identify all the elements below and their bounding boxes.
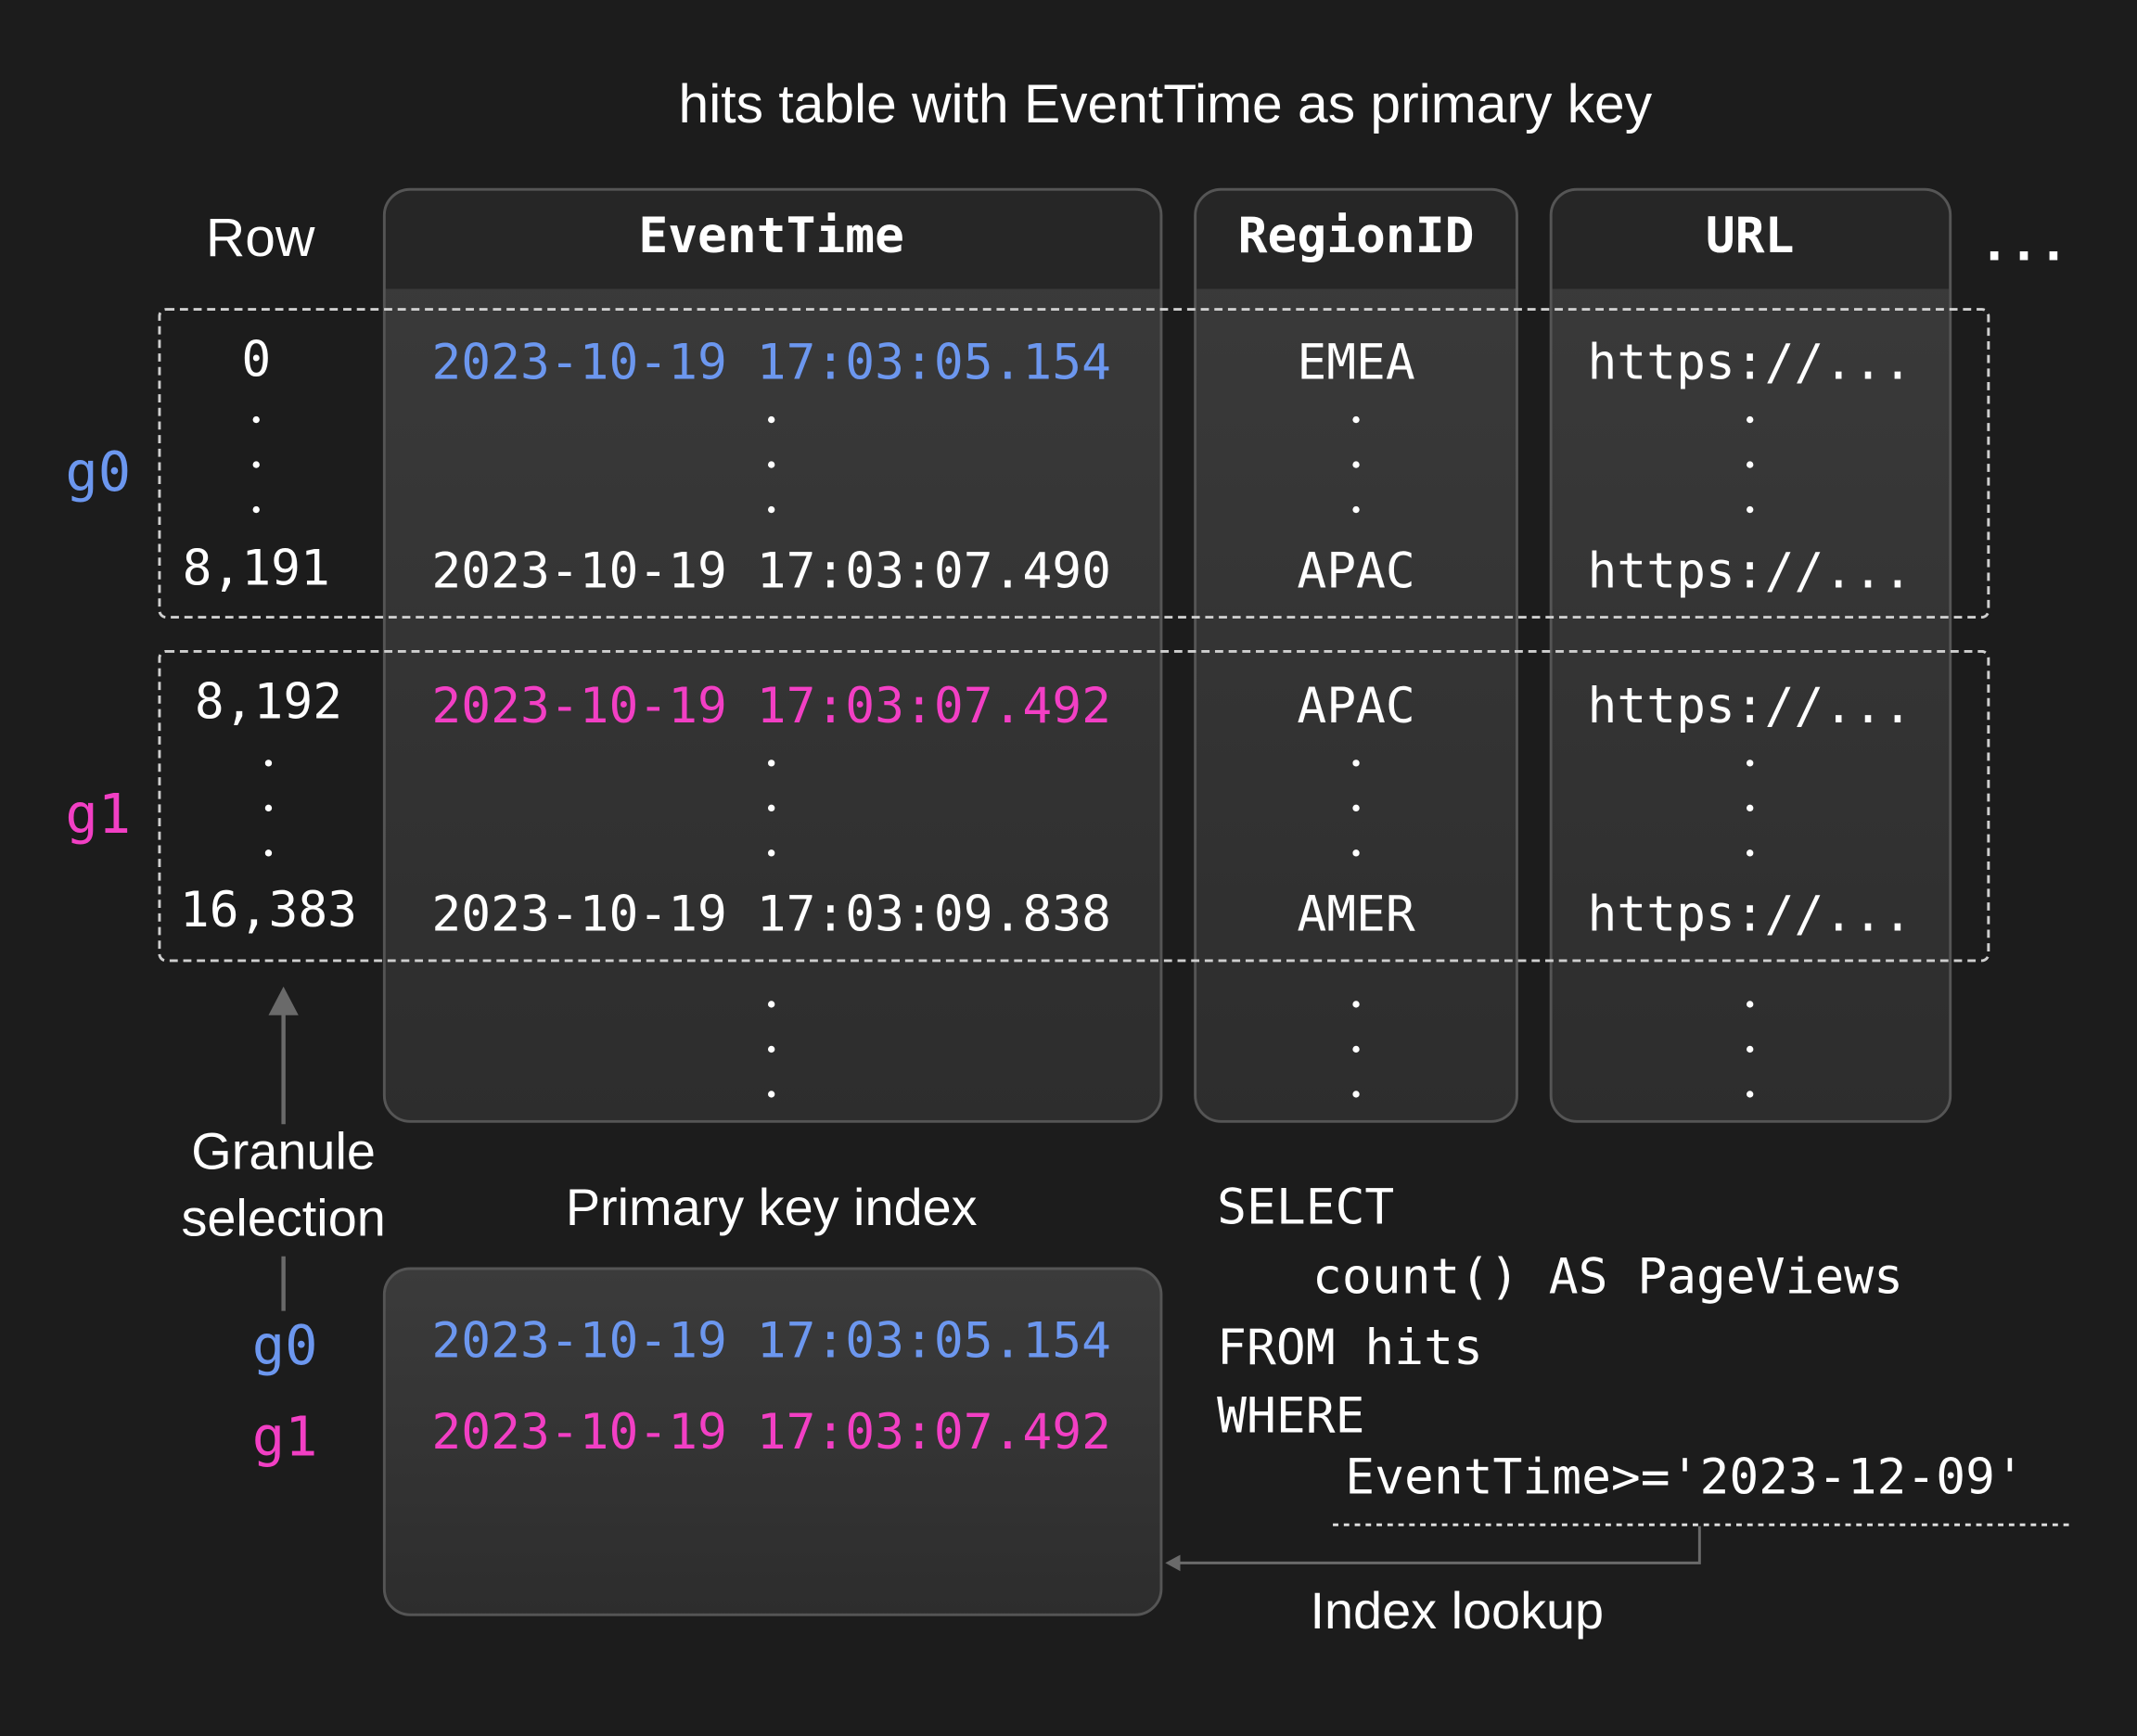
granule-g0-box	[158, 308, 1990, 619]
eventtime-cell: 2023-10-19 17:03:05.154	[431, 335, 1111, 391]
column-header-url: URL	[1705, 208, 1795, 265]
ellipsis-dot	[252, 461, 260, 468]
ellipsis-dot	[1352, 1045, 1360, 1053]
index-label-g0: g0	[251, 1314, 318, 1378]
ellipsis-dot	[768, 1091, 775, 1098]
ellipsis-dot	[768, 461, 775, 468]
query-line: count() AS PageViews	[1312, 1249, 1903, 1306]
arrow-left-icon	[1165, 1554, 1181, 1572]
regionid-cell: AMER	[1297, 887, 1415, 943]
ellipsis-dot	[1747, 415, 1754, 424]
regionid-cell: APAC	[1297, 678, 1415, 735]
more-columns-ellipsis: ...	[1979, 216, 2068, 273]
ellipsis-dot	[1747, 804, 1754, 812]
url-cell: https://...	[1587, 335, 1913, 391]
index-lookup-arrow-line	[1180, 1525, 1701, 1564]
granule-label-g0: g0	[65, 441, 132, 504]
index-entry-g1: 2023-10-19 17:03:07.492	[431, 1404, 1111, 1462]
granule-selection-label-line2: selection	[181, 1191, 386, 1248]
ellipsis-dot	[1747, 760, 1754, 767]
primary-key-index-box	[382, 1267, 1163, 1616]
eventtime-cell: 2023-10-19 17:03:07.490	[431, 543, 1111, 600]
ellipsis-dot	[1747, 1045, 1754, 1053]
ellipsis-dot	[768, 1045, 775, 1053]
index-entry-g0: 2023-10-19 17:03:05.154	[431, 1313, 1111, 1370]
ellipsis-dot	[768, 804, 775, 812]
ellipsis-dot	[1352, 461, 1360, 468]
eventtime-cell: 2023-10-19 17:03:09.838	[431, 887, 1111, 943]
url-cell: https://...	[1587, 887, 1913, 943]
query-line: WHERE	[1217, 1388, 1365, 1445]
ellipsis-dot	[768, 760, 775, 767]
ellipsis-dot	[768, 505, 775, 514]
arrow-up-icon	[268, 986, 299, 1015]
granule-label-g1: g1	[65, 783, 132, 847]
column-regionid	[1194, 187, 1518, 1123]
index-label-g1: g1	[251, 1406, 318, 1470]
ellipsis-dot	[1747, 461, 1754, 468]
query-line: EventTime>='2023-12-09'	[1345, 1449, 2025, 1506]
ellipsis-dot	[264, 760, 273, 767]
primary-key-index-title: Primary key index	[565, 1180, 978, 1238]
ellipsis-dot	[252, 415, 260, 424]
url-cell: https://...	[1587, 678, 1913, 735]
ellipsis-dot	[1352, 804, 1360, 812]
granule-g1-box	[158, 649, 1990, 963]
ellipsis-dot	[264, 849, 273, 857]
index-lookup-label: Index lookup	[1310, 1583, 1605, 1641]
row-number: 8,191	[182, 541, 330, 597]
row-number: 8,192	[194, 674, 343, 731]
query-line: SELECT	[1217, 1180, 1395, 1236]
query-line: FROM hits	[1217, 1320, 1483, 1377]
row-number: 16,383	[179, 883, 358, 939]
column-header-regionid: RegionID	[1237, 208, 1475, 265]
regionid-cell: APAC	[1297, 543, 1415, 600]
ellipsis-dot	[768, 849, 775, 857]
row-header: Row	[205, 208, 315, 269]
ellipsis-dot	[1747, 505, 1754, 514]
ellipsis-dot	[1747, 849, 1754, 857]
ellipsis-dot	[1352, 505, 1360, 514]
ellipsis-dot	[1352, 415, 1360, 424]
eventtime-cell: 2023-10-19 17:03:07.492	[431, 678, 1111, 735]
ellipsis-dot	[1352, 849, 1360, 857]
column-eventtime	[382, 187, 1163, 1123]
column-url	[1549, 187, 1952, 1123]
ellipsis-dot	[1747, 1091, 1754, 1098]
ellipsis-dot	[768, 1001, 775, 1008]
diagram-title: hits table with EventTime as primary key	[678, 74, 1653, 135]
ellipsis-dot	[768, 415, 775, 424]
ellipsis-dot	[252, 505, 260, 514]
ellipsis-dot	[1352, 1001, 1360, 1008]
row-number: 0	[241, 332, 272, 389]
ellipsis-dot	[1747, 1001, 1754, 1008]
column-header-eventtime: EventTime	[638, 208, 905, 265]
regionid-cell: EMEA	[1297, 335, 1415, 391]
ellipsis-dot	[1352, 760, 1360, 767]
url-cell: https://...	[1587, 543, 1913, 600]
ellipsis-dot	[264, 804, 273, 812]
granule-selection-label-line1: Granule	[191, 1124, 376, 1181]
ellipsis-dot	[1352, 1091, 1360, 1098]
